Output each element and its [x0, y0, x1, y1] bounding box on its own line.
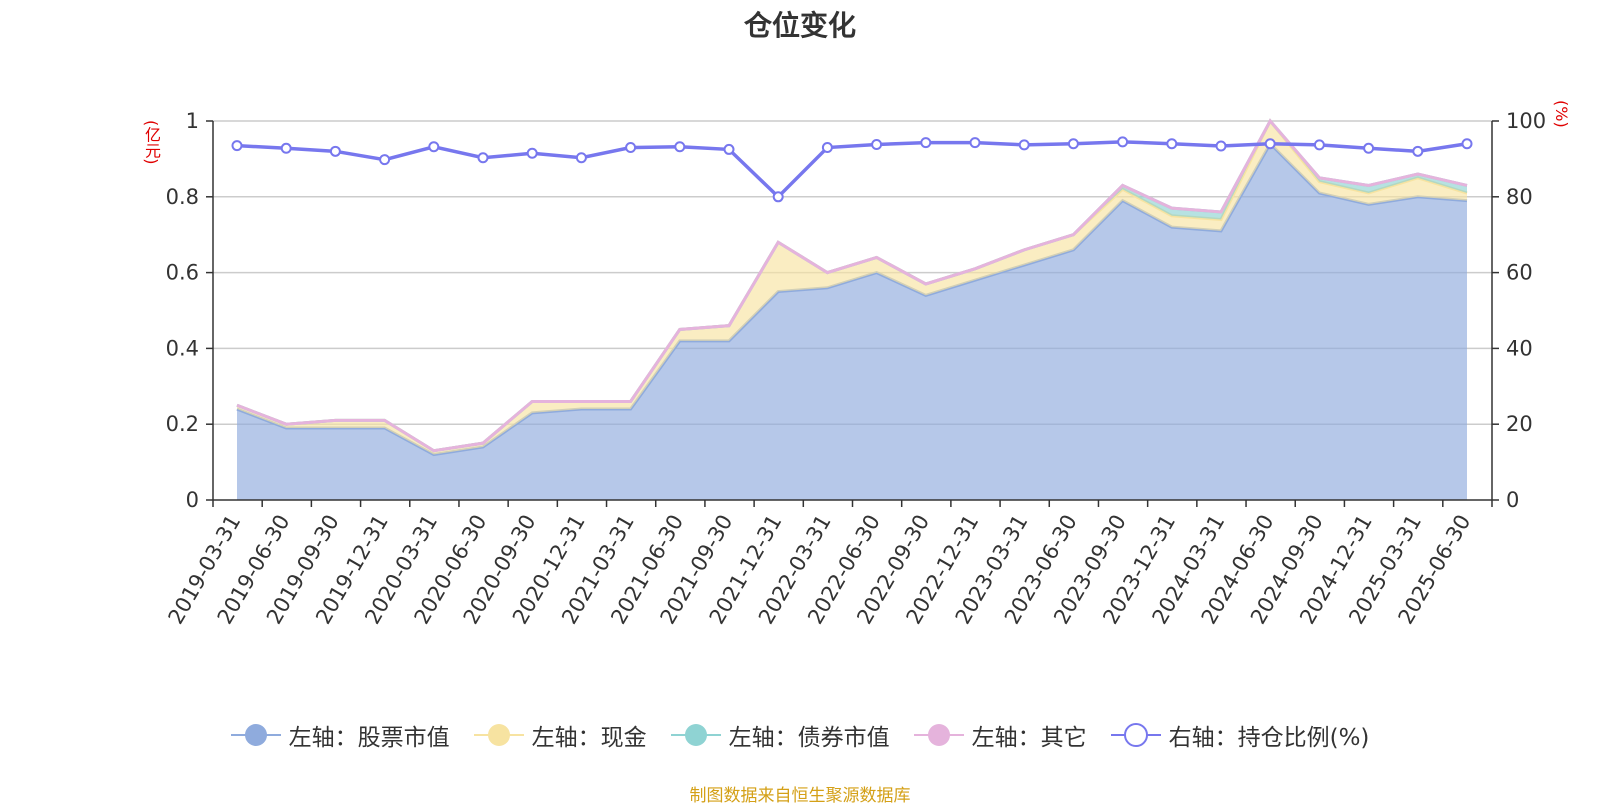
area-line-左轴：其它 — [236, 118, 1468, 453]
left-axis-tick-label: 1 — [186, 109, 199, 133]
holding-ratio-point — [526, 147, 538, 159]
holding-ratio-point — [723, 143, 735, 155]
area-左轴：股票市值 — [237, 143, 1467, 501]
right-axis-tick-label: 100 — [1506, 109, 1546, 133]
holding-ratio-point — [329, 145, 341, 157]
right-axis-tick-label: 80 — [1506, 185, 1533, 209]
holding-ratio-point — [674, 141, 686, 153]
legend-swatch-icon — [230, 724, 281, 746]
legend-swatch-icon — [670, 724, 721, 746]
holding-ratio-point — [1215, 140, 1227, 152]
holding-ratio-point — [1166, 138, 1178, 150]
chart-title: 仓位变化 — [743, 9, 856, 42]
holding-ratio-point — [920, 137, 932, 149]
holding-ratio-point — [1067, 138, 1079, 150]
left-axis-tick-label: 0 — [186, 488, 199, 512]
right-axis-tick-label: 60 — [1506, 261, 1533, 285]
holding-ratio-point — [1117, 136, 1129, 148]
holding-ratio-point — [871, 138, 883, 150]
legend-swatch-icon — [913, 724, 964, 746]
legend-item[interactable]: 左轴：其它 — [913, 718, 1087, 752]
legend-label: 左轴：债券市值 — [728, 725, 890, 751]
legend-swatch-icon — [1110, 723, 1161, 747]
left-axis-unit: (亿元) — [142, 120, 161, 165]
chart-legend: 左轴：股票市值 左轴：现金 左轴：债券市值 左轴：其它 右轴：持仓比例(%) — [0, 718, 1600, 752]
legend-item[interactable]: 左轴：现金 — [473, 718, 647, 752]
holding-ratio-point — [379, 154, 391, 166]
legend-label: 左轴：股票市值 — [288, 725, 450, 751]
holding-ratio-point — [1018, 139, 1030, 151]
holding-ratio-point — [477, 152, 489, 164]
holding-ratio-point — [821, 142, 833, 154]
right-axis-unit: (%) — [1552, 100, 1571, 128]
holding-ratio-point — [969, 137, 981, 149]
left-axis-tick-label: 0.6 — [166, 261, 199, 285]
holding-ratio-point — [575, 152, 587, 164]
right-axis-tick-label: 20 — [1506, 412, 1533, 436]
holding-ratio-point — [772, 191, 784, 203]
holding-ratio-point — [1461, 138, 1473, 150]
holding-ratio-point — [1363, 142, 1375, 154]
right-axis-tick-label: 0 — [1506, 488, 1519, 512]
left-axis-tick-label: 0.2 — [166, 412, 199, 436]
legend-item[interactable]: 右轴：持仓比例(%) — [1110, 718, 1370, 752]
legend-item[interactable]: 左轴：股票市值 — [230, 718, 450, 752]
left-axis-tick-label: 0.4 — [166, 336, 199, 360]
holding-ratio-point — [625, 142, 637, 154]
holding-ratio-point — [231, 140, 243, 152]
holding-ratio-point — [1412, 145, 1424, 157]
legend-label: 左轴：现金 — [531, 725, 647, 751]
line-holding-ratio — [236, 140, 1468, 200]
left-axis-tick-label: 0.8 — [166, 185, 199, 209]
legend-swatch-icon — [473, 724, 524, 746]
holding-ratio-point — [428, 141, 440, 153]
legend-item[interactable]: 左轴：债券市值 — [670, 718, 890, 752]
holding-ratio-point — [1313, 139, 1325, 151]
right-axis-tick-label: 40 — [1506, 336, 1533, 360]
legend-label: 左轴：其它 — [971, 725, 1087, 751]
holding-ratio-point — [280, 142, 292, 154]
data-source-note: 制图数据来自恒生聚源数据库 — [689, 786, 911, 806]
legend-label: 右轴：持仓比例(%) — [1168, 725, 1370, 751]
holding-ratio-point — [1264, 138, 1276, 150]
